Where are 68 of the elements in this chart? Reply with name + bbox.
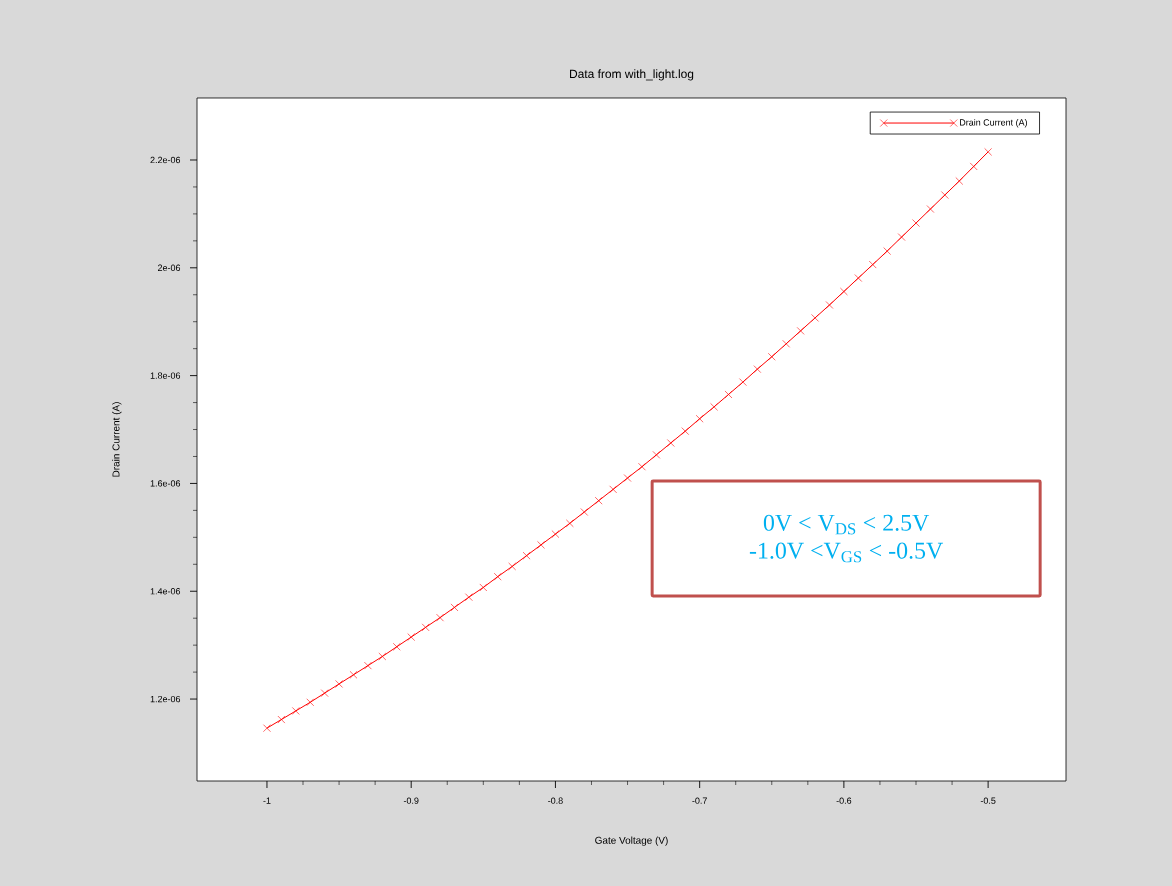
- point: [263, 724, 271, 733]
- point: [335, 680, 343, 688]
- point: [594, 496, 603, 505]
- y-tick-label: 1.4e-06: [150, 588, 181, 595]
- point: [306, 698, 315, 707]
- y-tick-label: 1.8e-06: [150, 372, 181, 379]
- point: [580, 508, 589, 516]
- point: [710, 403, 718, 411]
- point: [566, 519, 574, 528]
- x-tick-label: -0.9: [403, 797, 419, 804]
- point: [479, 583, 488, 592]
- point: [407, 633, 416, 641]
- point: [825, 301, 834, 309]
- point: [349, 670, 358, 679]
- x-tick-label: -1: [263, 797, 271, 804]
- point: [969, 162, 978, 171]
- x-tick-label: -0.5: [980, 797, 996, 804]
- point: [926, 205, 935, 213]
- point: [912, 219, 920, 227]
- point: [739, 378, 747, 386]
- point: [364, 661, 372, 670]
- y-tick-label: 1.6e-06: [150, 480, 181, 487]
- point: [450, 603, 459, 612]
- point: [320, 689, 329, 697]
- point: [378, 652, 387, 661]
- point: [537, 541, 545, 549]
- y-axis-title: Drain Current (A): [112, 402, 122, 477]
- point: [955, 177, 964, 185]
- point: [695, 414, 704, 423]
- annotation: -1.0V <V$_{GS}$ < -0.5V: [749, 542, 944, 563]
- point: [465, 593, 473, 602]
- point: [638, 462, 646, 471]
- point: [623, 474, 632, 482]
- point: [796, 327, 805, 335]
- legend-label: Drain Current (A): [960, 119, 1027, 128]
- point: [854, 274, 863, 282]
- point: [277, 715, 286, 724]
- point: [493, 572, 502, 581]
- point: [551, 530, 560, 538]
- point: [767, 352, 776, 361]
- point: [291, 707, 300, 715]
- point: [941, 191, 949, 199]
- point: [436, 613, 444, 622]
- chart-title: Data from with_light.log: [570, 69, 694, 81]
- x-tick-label: -0.8: [548, 797, 563, 804]
- x-tick-label: -0.6: [836, 797, 852, 804]
- point: [883, 247, 891, 255]
- point: [984, 148, 992, 156]
- y-tick-label: 2.2e-06: [150, 156, 181, 164]
- point: [811, 314, 819, 322]
- point: [421, 623, 430, 632]
- x-axis-title: Gate Voltage (V): [595, 836, 668, 846]
- point: [522, 551, 531, 560]
- point: [868, 260, 877, 269]
- point: [652, 451, 661, 459]
- point: [753, 365, 762, 373]
- point: [897, 233, 906, 241]
- point: [666, 439, 675, 447]
- annotation: 0V < V$_{DS}$ < 2.5V: [763, 514, 930, 535]
- point: [392, 642, 401, 651]
- point: [782, 339, 791, 348]
- point: [508, 562, 516, 571]
- y-tick-label: 2e-06: [158, 264, 181, 271]
- y-tick-label: 1.2e-06: [150, 695, 181, 703]
- point: [681, 427, 690, 435]
- x-tick-label: -0.7: [692, 797, 707, 804]
- point: [609, 485, 617, 494]
- point: [840, 287, 848, 296]
